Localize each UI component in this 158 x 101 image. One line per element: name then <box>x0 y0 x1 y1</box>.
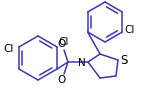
Text: N: N <box>78 58 86 68</box>
Text: O: O <box>58 75 66 85</box>
Text: Cl: Cl <box>58 37 68 47</box>
Text: O: O <box>58 39 66 49</box>
Text: S: S <box>120 54 127 66</box>
Text: Cl: Cl <box>4 44 14 54</box>
Text: Cl: Cl <box>124 25 135 35</box>
